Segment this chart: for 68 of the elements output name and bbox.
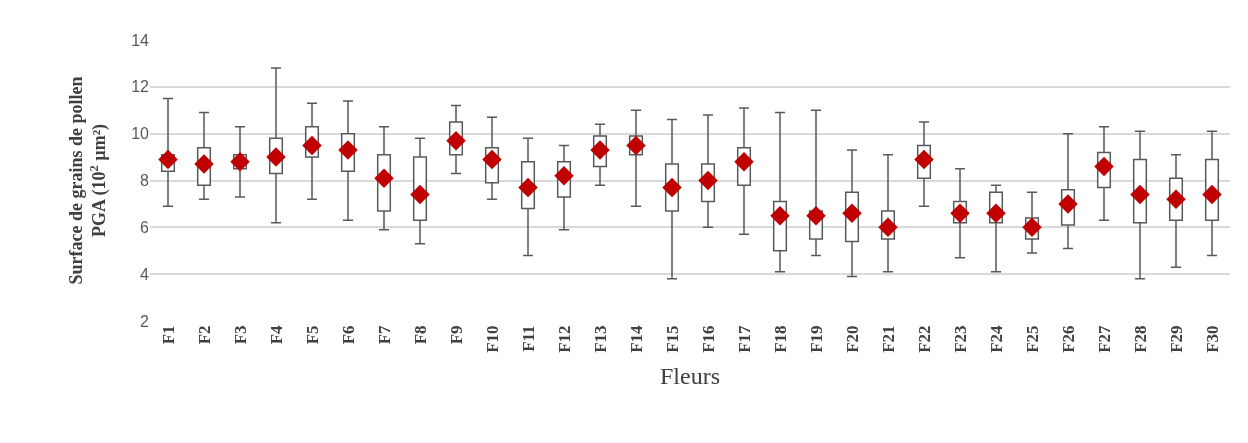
y-tick-label: 10 <box>131 125 150 143</box>
y-tick-label: 4 <box>140 265 150 283</box>
point <box>1166 189 1186 209</box>
x-axis-title: Fleurs <box>660 363 720 390</box>
point <box>230 152 250 172</box>
x-tick-label: F13 <box>590 325 610 353</box>
x-tick-label: F12 <box>554 325 574 353</box>
point <box>302 135 322 156</box>
x-tick-label: F19 <box>806 325 826 353</box>
x-tick-label: F29 <box>1166 325 1186 353</box>
y-tick-label: 14 <box>131 31 150 49</box>
x-tick-label: F8 <box>410 325 430 345</box>
x-tick-label: F28 <box>1130 325 1150 353</box>
point <box>1202 184 1222 205</box>
x-tick-label: F15 <box>662 325 682 353</box>
point <box>662 177 682 198</box>
point <box>770 205 790 226</box>
point <box>518 177 538 198</box>
point <box>806 205 826 226</box>
x-tick-label: F27 <box>1094 324 1114 353</box>
point <box>842 203 862 224</box>
point <box>338 140 358 160</box>
x-tick-label: F21 <box>878 325 898 353</box>
x-tick-label: F14 <box>626 324 646 353</box>
x-tick-label: F9 <box>446 325 466 345</box>
x-tick-label: F1 <box>158 325 178 345</box>
point <box>266 147 286 167</box>
y-tick-label: 12 <box>131 78 150 96</box>
point <box>1094 156 1114 177</box>
x-tick-label: F22 <box>914 325 934 353</box>
x-tick-label: F10 <box>482 325 502 353</box>
x-tick-label: F2 <box>194 325 214 345</box>
y-tick-label: 6 <box>140 218 150 236</box>
point <box>374 168 394 188</box>
x-tick-label: F20 <box>842 325 862 353</box>
point <box>482 149 502 170</box>
x-tick-label: F11 <box>518 325 538 352</box>
point <box>626 135 646 156</box>
point <box>1130 184 1150 205</box>
x-tick-label: F25 <box>1022 325 1042 353</box>
x-tick-label: F5 <box>302 325 322 345</box>
point <box>410 184 430 205</box>
point <box>590 140 610 160</box>
x-tick-label: F16 <box>698 325 718 353</box>
x-tick-label: F18 <box>770 325 790 353</box>
x-tick-label: F23 <box>950 325 970 353</box>
point <box>986 203 1006 224</box>
x-tick-label: F26 <box>1058 325 1078 353</box>
point <box>158 149 178 170</box>
point <box>1058 194 1078 214</box>
x-tick-label: F30 <box>1202 325 1222 353</box>
point <box>194 154 214 174</box>
point <box>1022 217 1042 238</box>
point <box>446 130 466 151</box>
x-tick-label: F17 <box>734 324 754 353</box>
point <box>554 166 574 186</box>
point <box>698 170 718 191</box>
point <box>878 217 898 238</box>
point <box>734 152 754 172</box>
x-tick-label: F4 <box>266 324 286 345</box>
point <box>914 149 934 170</box>
x-tick-label: F24 <box>986 324 1006 353</box>
x-tick-label: F3 <box>230 325 250 345</box>
point <box>950 203 970 224</box>
y-tick-label: 2 <box>140 312 150 330</box>
x-tick-label: F7 <box>374 324 394 345</box>
y-tick-label: 8 <box>140 172 150 190</box>
x-tick-label: F6 <box>338 325 358 345</box>
